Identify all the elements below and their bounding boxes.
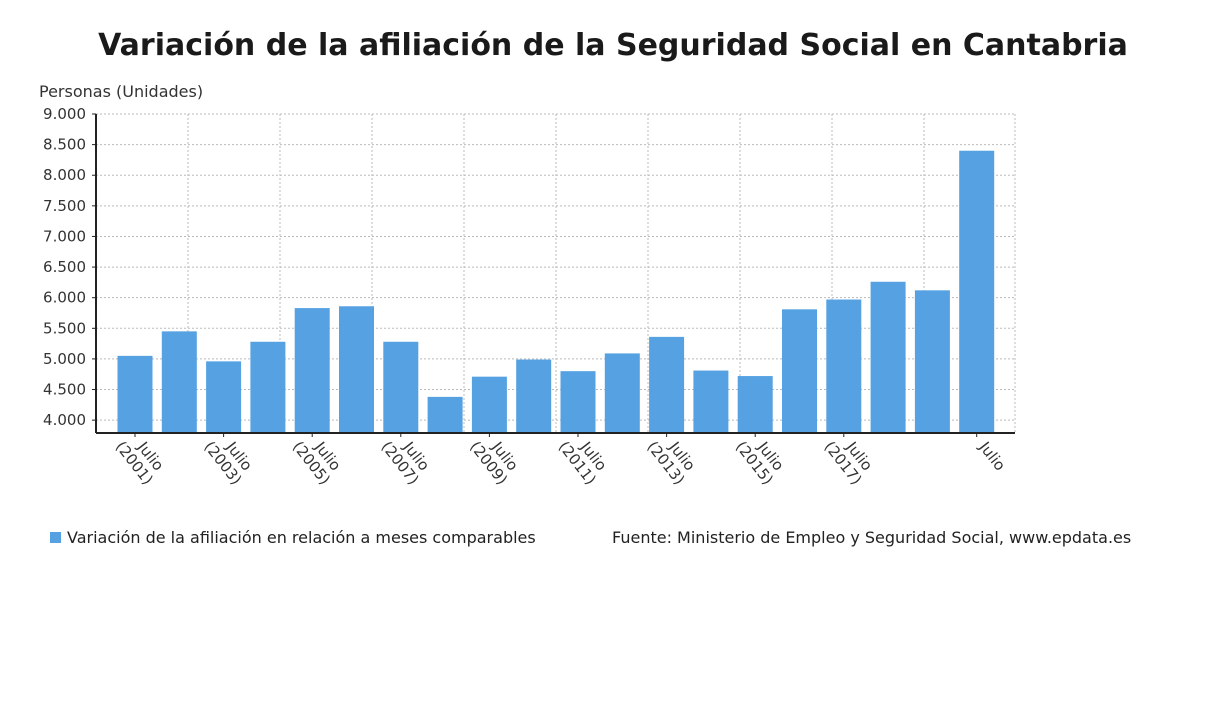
y-axis-label: Personas (Unidades) [39,82,204,101]
y-tick-label: 8.000 [43,166,86,184]
y-tick-label: 6.500 [43,258,86,276]
bar [471,376,507,433]
x-tick-label: Julio(2007) [378,427,436,488]
legend: Variación de la afiliación en relación a… [50,528,536,547]
bar [604,353,640,433]
bar [737,376,773,433]
y-tick-label: 7.500 [43,197,86,215]
bar [693,370,729,433]
x-tick-label: Julio [975,438,1009,475]
y-tick-label: 7.000 [43,227,86,245]
bar [560,371,596,433]
chart-title: Variación de la afiliación de la Segurid… [98,28,1128,63]
x-tick-label: Julio(2017) [821,427,879,488]
bar [870,281,906,433]
x-tick-label: Julio(2015) [732,427,790,488]
bar [914,290,950,433]
y-tick-label: 5.500 [43,319,86,337]
y-tick-label: 8.500 [43,136,86,154]
y-tick-label: 4.000 [43,411,86,429]
x-tick-label: Julio(2011) [555,427,613,488]
legend-swatch [50,532,61,543]
bar [294,308,330,433]
bar [339,306,374,433]
bar [383,341,419,433]
bar [117,355,153,433]
bar [782,309,817,433]
x-tick-label: Julio(2013) [643,427,701,488]
y-tick-label: 4.500 [43,381,86,399]
bar [427,396,463,433]
x-tick-label: Julio(2009) [466,427,524,488]
x-tick-label: Julio(2001) [112,427,170,488]
y-tick-label: 6.000 [43,289,86,307]
y-tick-label: 9.000 [43,105,86,123]
bar [826,299,862,433]
bar [206,361,242,433]
bar [516,359,552,433]
source-note: Fuente: Ministerio de Empleo y Seguridad… [612,528,1132,547]
x-tick-label: Julio(2005) [289,427,347,488]
y-tick-label: 5.000 [43,350,86,368]
x-tick-label: Julio(2003) [200,427,258,488]
bar [161,331,197,433]
bar [649,336,685,433]
bar [250,341,286,433]
legend-label: Variación de la afiliación en relación a… [67,528,536,547]
bar [959,150,995,433]
